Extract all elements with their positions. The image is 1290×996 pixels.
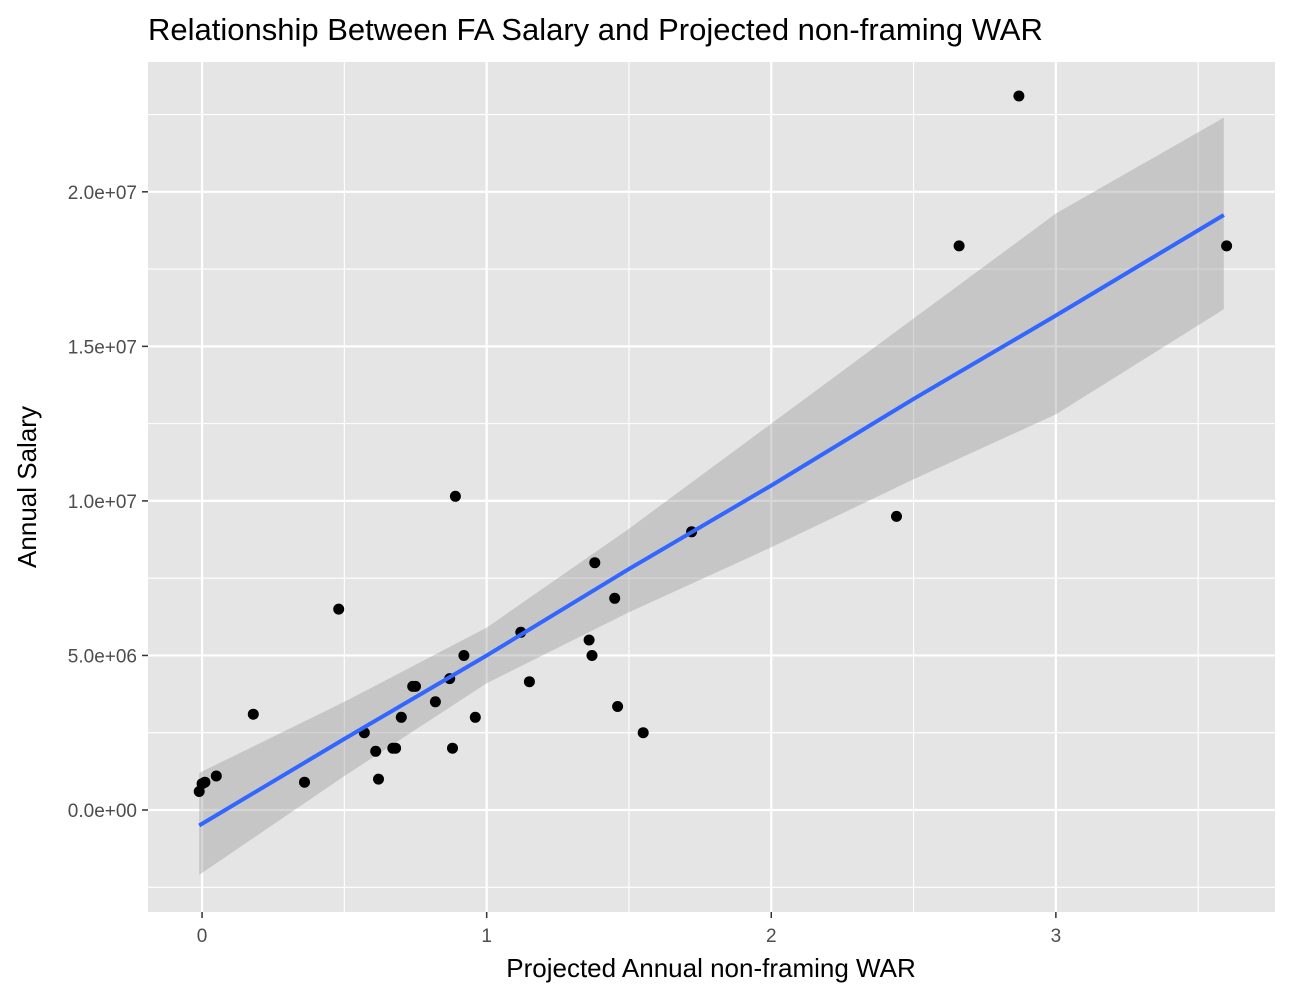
data-point (390, 742, 402, 754)
confidence-band-layer (199, 117, 1224, 875)
data-point (429, 696, 441, 708)
plot-panel (148, 62, 1275, 912)
data-point (586, 650, 598, 661)
data-point (953, 240, 965, 252)
data-point (583, 634, 595, 646)
data-point (589, 557, 601, 569)
data-point (247, 708, 259, 720)
data-point (449, 490, 461, 502)
data-point (1221, 240, 1233, 252)
confidence-band (199, 117, 1224, 875)
regression-line (198, 213, 1225, 828)
data-point (637, 727, 649, 739)
data-point (370, 745, 382, 757)
data-point (410, 680, 421, 692)
data-point (612, 701, 624, 712)
data-point (210, 770, 222, 782)
data-point (469, 711, 481, 723)
x-axis: 0 1 2 3 (197, 912, 1061, 947)
data-point (333, 603, 345, 615)
x-tick-label: 2 (766, 926, 777, 947)
data-point (1013, 90, 1025, 102)
minor-gridlines (148, 62, 1275, 912)
x-tick-label: 0 (197, 926, 208, 947)
data-point (373, 773, 384, 785)
y-axis-title: Annual Salary (12, 406, 42, 568)
x-tick-label: 1 (481, 926, 492, 947)
fit-line-layer (198, 213, 1225, 828)
y-tick-label: 5.0e+06 (68, 646, 137, 667)
y-axis: 0.0e+00 5.0e+06 1.0e+07 1.5e+07 2.0e+07 (68, 183, 148, 822)
x-axis-title: Projected Annual non-framing WAR (506, 953, 915, 983)
x-tick-label: 3 (1051, 926, 1062, 947)
data-point (609, 592, 621, 604)
data-point (199, 776, 211, 788)
major-gridlines (148, 62, 1275, 912)
y-tick-label: 2.0e+07 (68, 183, 137, 204)
y-tick-label: 1.5e+07 (68, 337, 137, 358)
data-point (299, 776, 310, 788)
y-tick-label: 1.0e+07 (68, 492, 137, 513)
chart-title: Relationship Between FA Salary and Proje… (148, 12, 1043, 47)
data-point (447, 742, 458, 754)
data-point (395, 711, 407, 723)
data-point (891, 510, 902, 522)
data-point (523, 676, 535, 688)
data-point (458, 650, 470, 661)
y-tick-label: 0.0e+00 (68, 801, 137, 822)
